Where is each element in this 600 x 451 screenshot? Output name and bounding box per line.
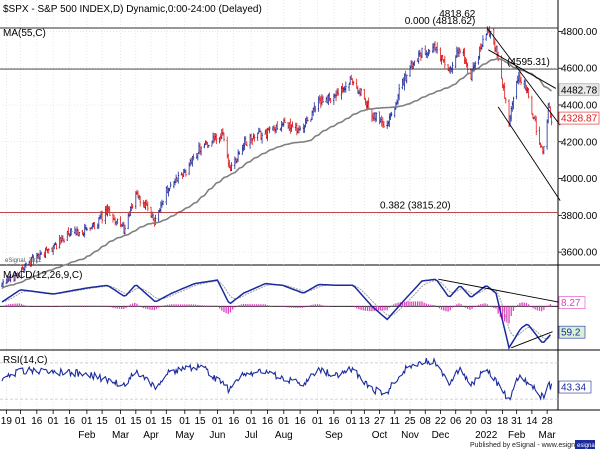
x-tick-label: 01 — [246, 416, 258, 427]
x-month-label: Oct — [372, 430, 388, 441]
x-tick-label: 27 — [374, 416, 386, 427]
rsi-panel: RSI(14,C) 43.34 — [0, 355, 592, 401]
y-tick-label: 4600.00 — [561, 64, 598, 75]
x-tick-label: 14 — [526, 416, 538, 427]
x-tick-label: 16 — [328, 416, 340, 427]
price-trendline — [497, 106, 561, 201]
macd-line — [1, 278, 551, 350]
x-tick-label: 01 — [115, 416, 127, 427]
macd-title: MACD(12,26,9,C) — [3, 270, 82, 281]
macd-badge-label: 8.27 — [561, 298, 581, 309]
x-month-label: Nov — [401, 430, 419, 441]
x-tick-label: 18 — [497, 416, 509, 427]
x-tick-label: 19 — [1, 416, 13, 427]
x-tick-label: 01 — [146, 416, 158, 427]
y-tick-label: 3800.00 — [561, 211, 598, 222]
ma-55-line — [1, 58, 553, 290]
x-month-label: Sep — [325, 430, 343, 441]
x-tick-label: 03 — [481, 416, 493, 427]
x-tick-label: 20 — [465, 416, 477, 427]
x-tick-label: 01 — [15, 416, 27, 427]
x-tick-label: 13 — [359, 416, 371, 427]
high-price-label: 4818.62 — [439, 9, 476, 20]
x-tick-label: 01 — [81, 416, 93, 427]
svg-text:esignal: esignal — [577, 443, 596, 449]
y-tick-label: 4200.00 — [561, 137, 598, 148]
publisher-footer: Published by eSignal - www.esignal.com — [470, 442, 596, 449]
x-tick-label: 16 — [31, 416, 43, 427]
esignal-watermark: eSignal, 2011 — [5, 258, 42, 264]
x-tick-label: 06 — [450, 416, 462, 427]
x-tick-label: 01 — [212, 416, 224, 427]
x-tick-label: 16 — [295, 416, 307, 427]
x-tick-label: 16 — [228, 416, 240, 427]
y-tick-label: 4400.00 — [561, 100, 598, 111]
rsi-badge-label: 43.34 — [561, 383, 586, 394]
level-label: 0.382 (3815.20) — [380, 201, 451, 212]
price-badge-label: 4482.78 — [561, 85, 598, 96]
macd-trendline — [438, 278, 575, 306]
y-tick-label: 4000.00 — [561, 174, 598, 185]
price-badge — [558, 111, 600, 125]
x-month-label: Mar — [112, 430, 130, 441]
x-tick-label: 16 — [262, 416, 274, 427]
x-tick-label: 16 — [64, 416, 76, 427]
rsi-line — [1, 357, 553, 401]
x-month-label: Mar — [539, 430, 557, 441]
x-tick-label: 15 — [194, 416, 206, 427]
price-trendline — [488, 49, 557, 89]
ma-label: MA(55,C) — [3, 28, 46, 39]
x-tick-label: 15 — [97, 416, 109, 427]
level-label: 0.000 (4818.62) — [405, 16, 476, 27]
x-tick-label: 22 — [435, 416, 447, 427]
x-month-label: Feb — [508, 430, 526, 441]
price-badge — [558, 83, 600, 97]
x-month-label: Apr — [143, 430, 159, 441]
rsi-title: RSI(14,C) — [3, 355, 47, 366]
esignal-logo-icon: esignal — [575, 440, 596, 449]
chart-title: $SPX - S&P 500 INDEX,D) Dynamic,0:00-24:… — [3, 4, 262, 15]
x-tick-label: 15 — [130, 416, 142, 427]
x-month-label: May — [175, 430, 194, 441]
x-tick-label: 01 — [278, 416, 290, 427]
y-tick-label: 3600.00 — [561, 248, 598, 259]
price-trendline — [486, 27, 561, 126]
macd-badge — [558, 296, 586, 310]
x-month-label: Feb — [78, 430, 96, 441]
y-tick-label: 4800.00 — [561, 27, 598, 38]
x-tick-label: 31 — [511, 416, 523, 427]
x-tick-label: 15 — [161, 416, 173, 427]
x-tick-label: 28 — [542, 416, 554, 427]
macd-badge-label: 59.2 — [561, 328, 581, 339]
x-tick-label: 01 — [312, 416, 324, 427]
x-month-label: Dec — [432, 430, 450, 441]
price-badge-label: 4328.87 — [561, 114, 598, 125]
x-tick-label: 25 — [404, 416, 416, 427]
x-tick-label: 11 — [390, 416, 401, 427]
x-tick-label: 08 — [420, 416, 432, 427]
macd-panel: MACD(12,26,9,C) 8.27 59.2 — [0, 270, 586, 350]
x-month-label: 2022 — [475, 430, 498, 441]
grid-layer — [0, 0, 600, 411]
price-panel: 0.000 (4818.62) (4595.31) 0.382 (3815.20) 4… — [0, 9, 600, 290]
macd-badge — [558, 325, 586, 339]
x-month-label: Jun — [209, 430, 225, 441]
macd-trendline — [511, 331, 553, 349]
x-tick-label: 01 — [179, 416, 191, 427]
x-month-label: Jul — [245, 430, 258, 441]
rsi-badge — [558, 380, 592, 394]
x-month-label: Aug — [275, 430, 293, 441]
x-tick-label: 01 — [346, 416, 358, 427]
x-tick-label: 01 — [48, 416, 60, 427]
level-label: (4595.31) — [507, 57, 550, 68]
